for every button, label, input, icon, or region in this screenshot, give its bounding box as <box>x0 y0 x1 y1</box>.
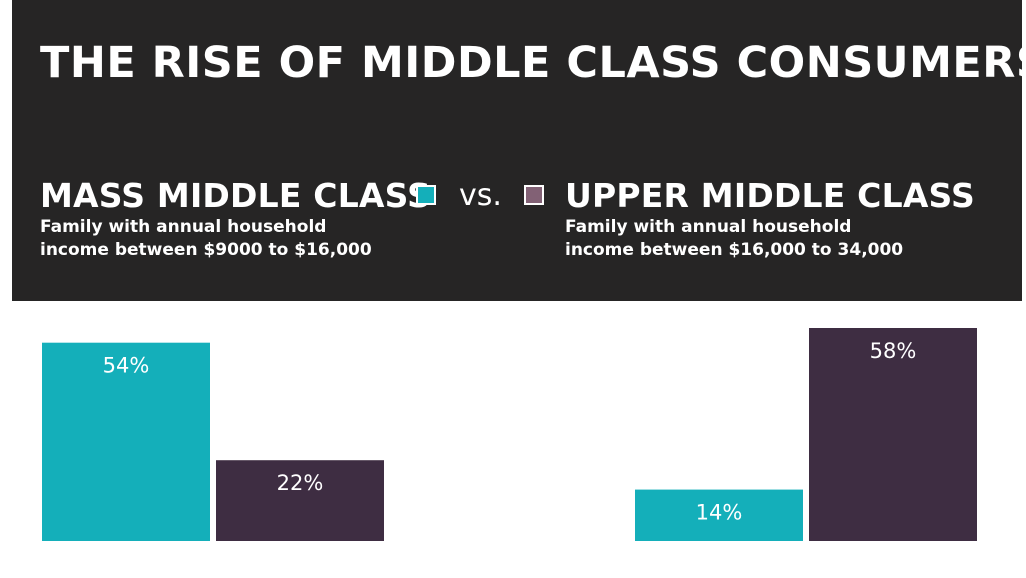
mass-middle-class-desc-line1: Family with annual household <box>40 217 327 237</box>
bar-group1-series2 <box>216 460 384 541</box>
mass-middle-class-desc-line2: income between $9000 to $16,000 <box>40 240 372 260</box>
bar-label-group2-series2: 58% <box>870 339 917 363</box>
vs-label: vs. <box>459 178 502 213</box>
bar-label-group2-series1: 14% <box>696 501 743 525</box>
upper-middle-class-desc-line2: income between $16,000 to 34,000 <box>565 240 904 260</box>
bar-group2-series2 <box>809 328 977 541</box>
header-banner: THE RISE OF MIDDLE CLASS CONSUMERS MASS … <box>12 0 1026 301</box>
bar-label-group1-series1: 54% <box>103 354 150 378</box>
bar-chart: 54% 22% 14% 58% <box>0 301 1026 578</box>
upper-middle-class-title: UPPER MIDDLE CLASS <box>565 176 976 215</box>
upper-middle-class-desc-line1: Family with annual household <box>565 217 852 237</box>
upper-middle-class-swatch <box>524 185 544 205</box>
bar-chart-svg: 54% 22% 14% 58% <box>42 328 977 541</box>
bar-group1-series1 <box>42 342 210 541</box>
mass-middle-class-title: MASS MIDDLE CLASS <box>40 176 432 215</box>
bar-group2-series1 <box>635 489 803 541</box>
page-title: THE RISE OF MIDDLE CLASS CONSUMERS <box>40 38 1026 88</box>
bar-label-group1-series2: 22% <box>277 471 324 495</box>
mass-middle-class-swatch <box>416 185 436 205</box>
